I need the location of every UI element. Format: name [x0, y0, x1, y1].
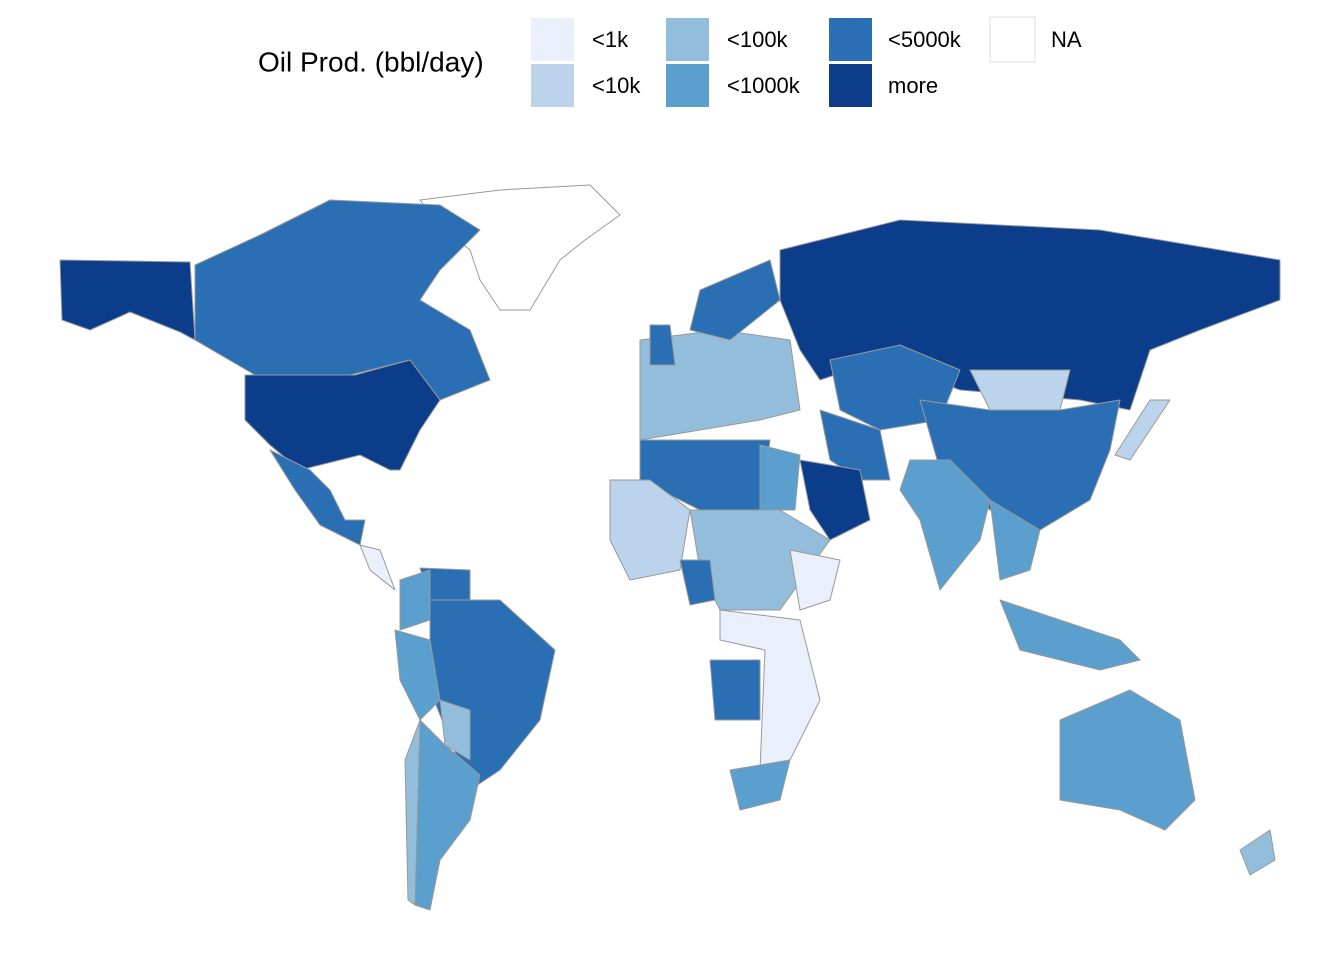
country [799, 459, 871, 541]
legend-key [827, 16, 874, 63]
country [649, 324, 676, 366]
legend-label: <5000k [888, 27, 962, 52]
legend: <1k <10k <100k <1000k <5000k more NA [529, 16, 1082, 109]
legend-key [989, 16, 1036, 63]
legend-label: <10k [592, 73, 641, 98]
legend-label: <1k [592, 27, 629, 52]
legend-label: <100k [727, 27, 789, 52]
country [999, 599, 1141, 671]
country [679, 559, 716, 606]
country [969, 369, 1071, 411]
country [194, 199, 491, 401]
country [394, 629, 441, 721]
country [689, 259, 781, 341]
legend-key [827, 62, 874, 109]
legend-key [664, 62, 711, 109]
legend-label: NA [1051, 27, 1082, 52]
legend-title: Oil Prod. (bbl/day) [258, 46, 484, 77]
country [404, 719, 421, 906]
country [609, 479, 691, 581]
country [789, 549, 841, 611]
country [414, 719, 481, 911]
country [1239, 829, 1276, 876]
legend-label: <1000k [727, 73, 801, 98]
country [759, 444, 801, 511]
country [989, 499, 1041, 581]
legend-key [664, 16, 711, 63]
country [1059, 689, 1196, 831]
country [1114, 399, 1171, 461]
country [419, 184, 621, 311]
country [269, 449, 366, 546]
country [359, 544, 396, 591]
country [399, 569, 431, 631]
legend-label: more [888, 73, 938, 98]
country [439, 699, 471, 761]
country [819, 409, 891, 481]
country [729, 759, 791, 811]
country [709, 659, 761, 721]
country [244, 359, 441, 471]
legend-key [529, 62, 576, 109]
country [59, 259, 196, 341]
country [899, 459, 991, 591]
world-map [59, 184, 1281, 911]
legend-key [529, 16, 576, 63]
